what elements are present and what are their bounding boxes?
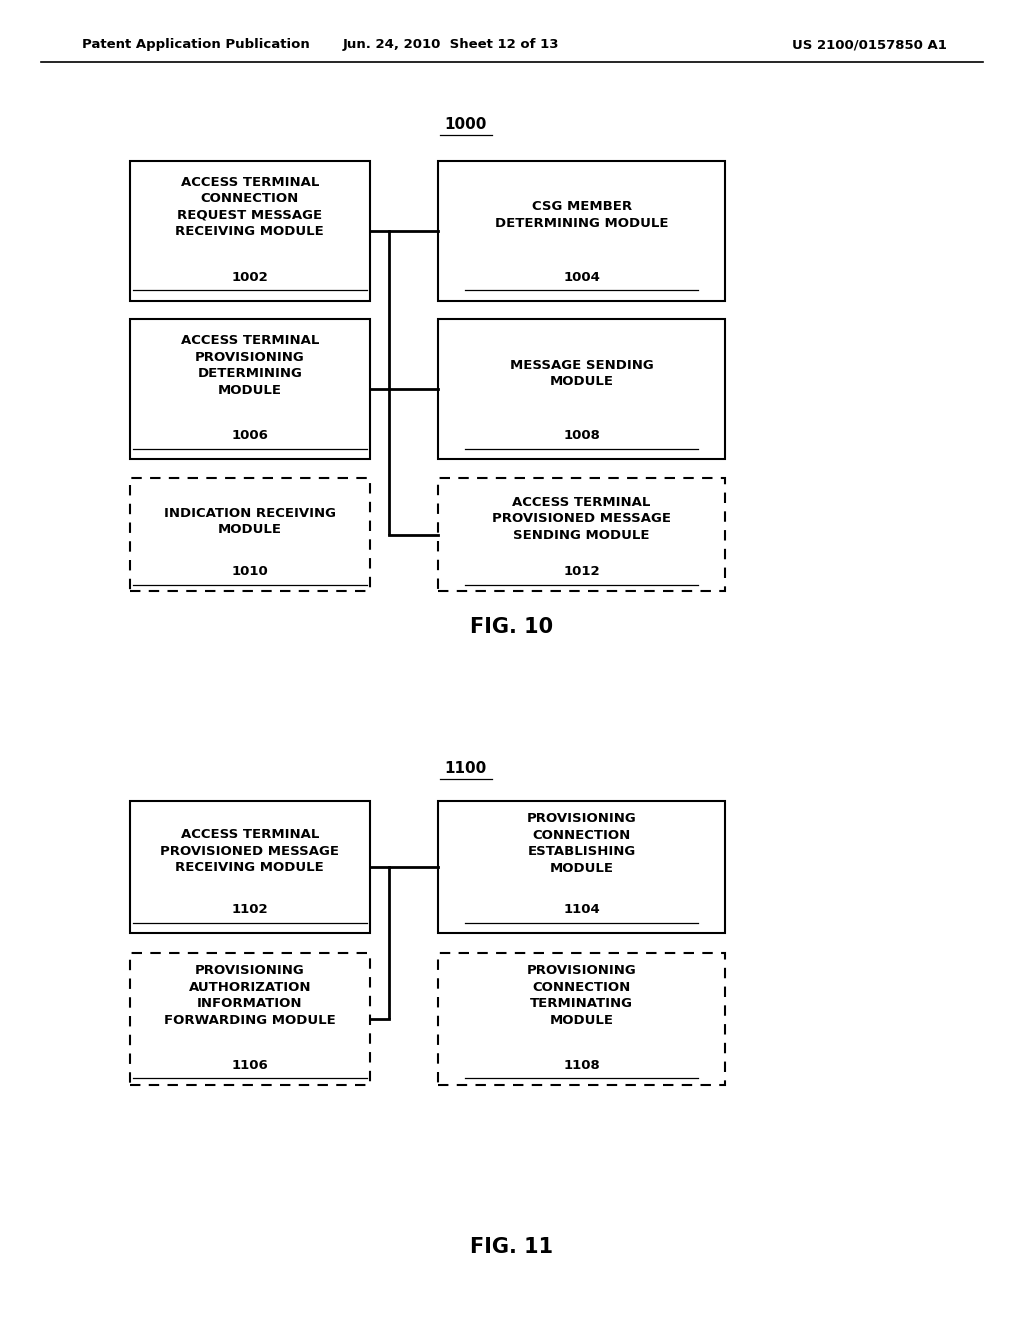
Text: CSG MEMBER
DETERMINING MODULE: CSG MEMBER DETERMINING MODULE <box>495 201 669 230</box>
Text: INDICATION RECEIVING
MODULE: INDICATION RECEIVING MODULE <box>164 507 336 536</box>
Text: ACCESS TERMINAL
PROVISIONING
DETERMINING
MODULE: ACCESS TERMINAL PROVISIONING DETERMINING… <box>180 334 319 397</box>
Text: MESSAGE SENDING
MODULE: MESSAGE SENDING MODULE <box>510 359 653 388</box>
Bar <box>130 478 370 591</box>
Text: 1100: 1100 <box>444 762 487 776</box>
Text: 1010: 1010 <box>231 565 268 578</box>
Bar <box>438 801 725 933</box>
Text: US 2100/0157850 A1: US 2100/0157850 A1 <box>793 38 947 51</box>
Text: ACCESS TERMINAL
CONNECTION
REQUEST MESSAGE
RECEIVING MODULE: ACCESS TERMINAL CONNECTION REQUEST MESSA… <box>175 176 325 239</box>
Text: 1002: 1002 <box>231 271 268 284</box>
Text: 1000: 1000 <box>444 117 487 132</box>
Text: ACCESS TERMINAL
PROVISIONED MESSAGE
SENDING MODULE: ACCESS TERMINAL PROVISIONED MESSAGE SEND… <box>493 496 671 541</box>
Bar <box>438 319 725 459</box>
Bar <box>130 953 370 1085</box>
Bar <box>438 478 725 591</box>
Text: Jun. 24, 2010  Sheet 12 of 13: Jun. 24, 2010 Sheet 12 of 13 <box>342 38 559 51</box>
Text: PROVISIONING
CONNECTION
TERMINATING
MODULE: PROVISIONING CONNECTION TERMINATING MODU… <box>526 964 637 1027</box>
Bar <box>130 319 370 459</box>
Bar <box>438 161 725 301</box>
Text: 1104: 1104 <box>563 903 600 916</box>
Bar <box>130 801 370 933</box>
Text: ACCESS TERMINAL
PROVISIONED MESSAGE
RECEIVING MODULE: ACCESS TERMINAL PROVISIONED MESSAGE RECE… <box>161 829 339 874</box>
Text: 1012: 1012 <box>563 565 600 578</box>
Text: 1004: 1004 <box>563 271 600 284</box>
Text: PROVISIONING
CONNECTION
ESTABLISHING
MODULE: PROVISIONING CONNECTION ESTABLISHING MOD… <box>526 812 637 875</box>
Text: 1102: 1102 <box>231 903 268 916</box>
Text: 1108: 1108 <box>563 1059 600 1072</box>
Bar <box>438 953 725 1085</box>
Text: 1106: 1106 <box>231 1059 268 1072</box>
Text: 1006: 1006 <box>231 429 268 442</box>
Text: Patent Application Publication: Patent Application Publication <box>82 38 309 51</box>
Bar <box>130 161 370 301</box>
Text: FIG. 10: FIG. 10 <box>470 616 554 638</box>
Text: 1008: 1008 <box>563 429 600 442</box>
Text: FIG. 11: FIG. 11 <box>470 1237 554 1258</box>
Text: PROVISIONING
AUTHORIZATION
INFORMATION
FORWARDING MODULE: PROVISIONING AUTHORIZATION INFORMATION F… <box>164 964 336 1027</box>
